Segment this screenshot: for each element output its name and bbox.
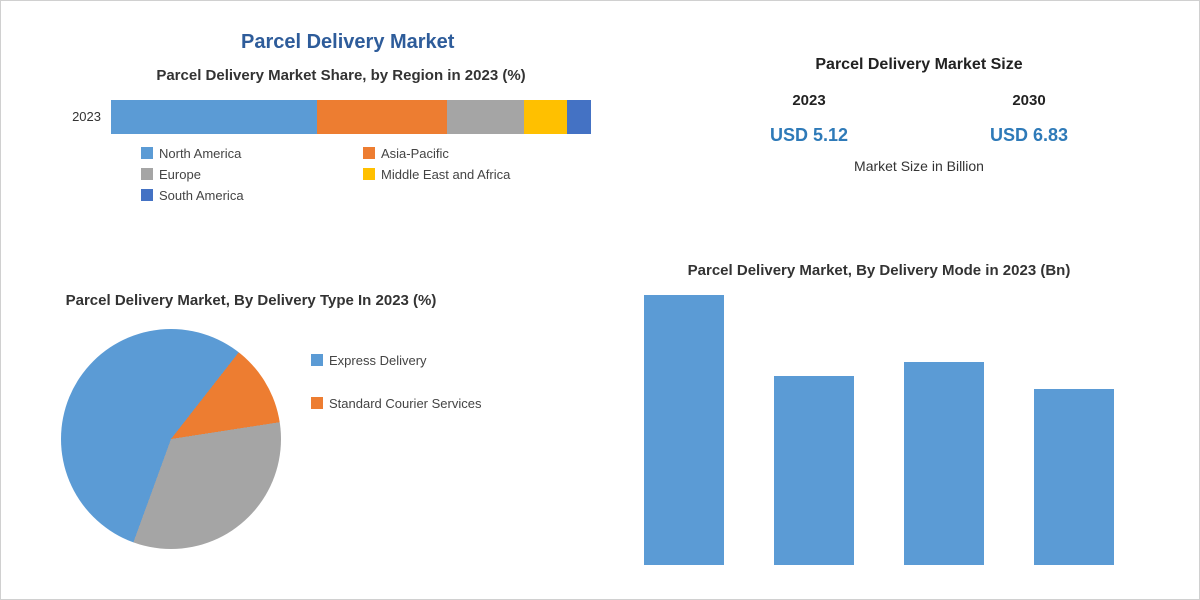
bars-plot [599,295,1159,565]
legend-swatch [311,354,323,366]
size-value-0: USD 5.12 [710,125,908,146]
pie-body: Express Delivery Standard Courier Service… [61,329,621,549]
size-year-0: 2023 [710,92,908,109]
legend-item: Middle East and Africa [363,167,563,182]
legend-item: Asia-Pacific [363,146,563,161]
stacked-segment [111,100,317,134]
stacked-bar [111,100,591,134]
stacked-segment [524,100,567,134]
stacked-ylabel: 2023 [61,109,101,124]
legend-swatch [141,189,153,201]
bar [774,376,854,565]
bar [644,295,724,565]
stacked-bar-chart: Parcel Delivery Market Share, by Region … [61,66,621,203]
bar-chart-section: Parcel Delivery Market, By Delivery Mode… [599,261,1159,565]
size-title: Parcel Delivery Market Size [699,56,1139,74]
stacked-title: Parcel Delivery Market Share, by Region … [61,66,621,86]
legend-swatch [141,147,153,159]
main-title: Parcel Delivery Market [241,31,454,54]
size-col-2030: 2030 USD 6.83 [930,92,1128,146]
legend-swatch [141,168,153,180]
stacked-row: 2023 [61,100,621,134]
pie-chart-section: Parcel Delivery Market, By Delivery Type… [61,291,621,549]
size-value-1: USD 6.83 [930,125,1128,146]
market-size-panel: Parcel Delivery Market Size 2023 USD 5.1… [699,56,1139,174]
bar [1034,389,1114,565]
legend-label: North America [159,146,241,161]
legend-label: Standard Courier Services [329,396,481,411]
stacked-legend: North America Asia-Pacific Europe Middle Ea… [141,146,601,203]
legend-swatch [363,168,375,180]
legend-item: South America [141,188,341,203]
legend-item: Express Delivery [311,353,511,368]
stacked-segment [317,100,447,134]
pie-title: Parcel Delivery Market, By Delivery Type… [61,291,441,311]
stacked-segment [567,100,591,134]
pie-chart [61,329,281,549]
legend-label: South America [159,188,244,203]
size-columns: 2023 USD 5.12 2030 USD 6.83 [699,92,1139,146]
legend-label: Europe [159,167,201,182]
legend-swatch [311,397,323,409]
pie-legend: Express Delivery Standard Courier Service… [311,353,511,411]
size-col-2023: 2023 USD 5.12 [710,92,908,146]
bar [904,362,984,565]
size-year-1: 2030 [930,92,1128,109]
legend-label: Asia-Pacific [381,146,449,161]
legend-label: Express Delivery [329,353,427,368]
bars-title: Parcel Delivery Market, By Delivery Mode… [599,261,1159,281]
legend-swatch [363,147,375,159]
legend-item: Europe [141,167,341,182]
legend-label: Middle East and Africa [381,167,510,182]
legend-item: Standard Courier Services [311,396,511,411]
legend-item: North America [141,146,341,161]
size-unit: Market Size in Billion [699,158,1139,174]
stacked-segment [447,100,524,134]
